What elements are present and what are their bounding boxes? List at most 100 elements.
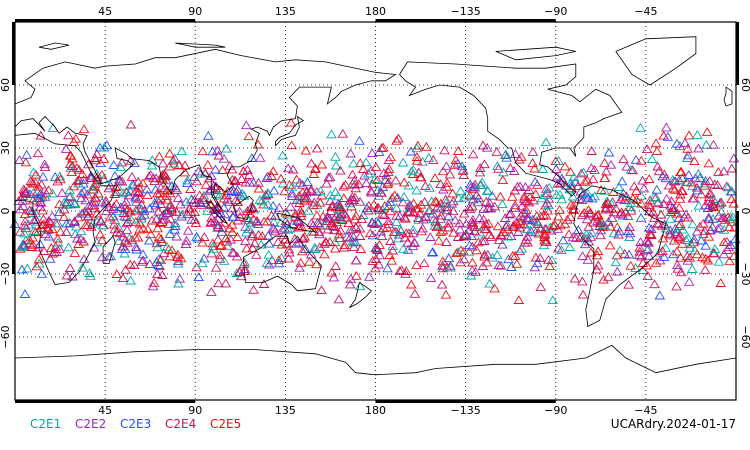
observation-marker-c2e3: [203, 130, 214, 140]
observation-marker-c2e4: [583, 221, 594, 231]
observation-marker-c2e2: [621, 161, 632, 171]
observation-marker-c2e5: [597, 222, 608, 231]
observation-marker-c2e5: [566, 183, 577, 193]
observation-marker-c2e1: [176, 209, 188, 219]
observation-marker-c2e2: [408, 237, 420, 247]
observation-marker-c2e5: [378, 223, 389, 233]
observation-marker-c2e3: [153, 260, 164, 269]
observation-marker-c2e4: [367, 256, 378, 265]
africa-coast: [14, 132, 118, 285]
observation-marker-c2e2: [477, 261, 489, 270]
observation-marker-c2e1: [277, 178, 289, 188]
observation-marker-c2e5: [33, 254, 45, 264]
observation-marker-c2e2: [660, 173, 672, 183]
observation-marker-c2e5: [156, 172, 168, 182]
observation-marker-c2e2: [254, 152, 266, 162]
observation-marker-c2e1: [556, 245, 567, 254]
observation-marker-c2e5: [142, 190, 153, 200]
observation-marker-c2e2: [225, 234, 237, 244]
observation-marker-c2e4: [652, 161, 663, 171]
observation-marker-c2e5: [452, 146, 464, 155]
observation-marker-c2e2: [218, 153, 230, 163]
observation-marker-c2e5: [480, 219, 492, 229]
observation-marker-c2e5: [72, 176, 83, 185]
observation-marker-c2e2: [157, 158, 169, 168]
observation-marker-c2e4: [606, 213, 618, 222]
observation-marker-c2e5: [388, 227, 400, 236]
observation-marker-c2e2: [485, 203, 496, 213]
observation-marker-c2e4: [25, 176, 37, 185]
observation-marker-c2e5: [696, 189, 707, 199]
observation-marker-c2e5: [451, 248, 462, 258]
observation-marker-c2e2: [47, 211, 58, 221]
observation-marker-c2e5: [111, 227, 123, 237]
observation-marker-c2e4: [122, 237, 133, 247]
observation-marker-c2e3: [129, 158, 140, 167]
observation-marker-c2e1: [231, 268, 243, 277]
australia-coast: [242, 235, 322, 292]
observation-marker-c2e4: [691, 182, 703, 192]
observation-marker-c2e5: [73, 239, 84, 248]
observation-marker-c2e4: [540, 237, 552, 247]
observation-marker-c2e5: [435, 227, 447, 236]
observation-marker-c2e5: [467, 257, 478, 267]
observation-marker-c2e3: [614, 226, 625, 236]
observation-marker-c2e3: [86, 173, 97, 183]
observation-marker-c2e5: [383, 164, 395, 173]
observation-marker-c2e4: [478, 221, 490, 231]
observation-marker-c2e3: [683, 170, 695, 179]
observation-marker-c2e4: [458, 208, 470, 218]
observation-marker-c2e2: [371, 244, 383, 254]
observation-marker-c2e2: [635, 237, 646, 246]
observation-marker-c2e1: [693, 169, 704, 178]
observation-marker-c2e2: [234, 206, 245, 216]
observation-marker-c2e4: [344, 279, 356, 289]
observation-marker-c2e1: [413, 214, 425, 224]
observation-marker-c2e1: [547, 295, 559, 305]
observation-marker-c2e1: [491, 250, 503, 259]
observation-marker-c2e1: [391, 203, 402, 212]
observation-marker-c2e5: [31, 261, 42, 271]
observation-marker-c2e4: [260, 190, 271, 199]
observation-marker-c2e5: [202, 159, 214, 169]
observation-marker-c2e4: [427, 155, 439, 164]
observation-marker-c2e4: [125, 119, 137, 129]
observation-marker-c2e5: [137, 178, 149, 188]
observation-marker-c2e3: [472, 197, 484, 207]
observation-marker-c2e4: [440, 194, 451, 204]
observation-marker-c2e3: [341, 231, 353, 241]
observation-marker-c2e5: [497, 175, 509, 184]
observation-marker-c2e2: [285, 201, 296, 211]
observation-marker-c2e1: [408, 225, 419, 234]
observation-marker-c2e4: [38, 246, 50, 255]
observation-marker-c2e3: [96, 197, 108, 207]
observation-marker-c2e2: [120, 196, 132, 206]
observation-marker-c2e5: [64, 159, 76, 169]
observation-marker-c2e1: [255, 239, 267, 249]
observation-marker-c2e5: [297, 246, 308, 256]
observation-marker-c2e5: [172, 252, 183, 262]
observation-marker-c2e5: [126, 234, 138, 244]
observation-marker-c2e4: [655, 209, 667, 219]
observation-marker-c2e3: [616, 176, 628, 186]
observation-marker-c2e4: [562, 214, 573, 224]
observation-marker-c2e5: [161, 195, 173, 205]
observation-marker-c2e5: [713, 167, 724, 176]
observation-marker-c2e5: [19, 209, 31, 219]
observation-marker-c2e1: [497, 199, 508, 209]
observation-marker-c2e5: [400, 266, 412, 276]
observation-marker-c2e1: [487, 252, 498, 262]
observation-marker-c2e5: [437, 166, 449, 176]
observation-marker-c2e3: [380, 175, 391, 185]
observation-marker-c2e5: [664, 229, 676, 238]
observation-marker-c2e4: [467, 149, 479, 159]
observation-marker-c2e4: [473, 192, 484, 202]
observation-marker-c2e2: [14, 204, 26, 214]
observation-marker-c2e1: [709, 244, 721, 253]
observation-marker-c2e2: [521, 231, 533, 241]
observation-marker-c2e5: [152, 223, 163, 233]
observation-marker-c2e4: [349, 175, 360, 185]
observation-marker-c2e2: [350, 255, 362, 265]
observation-marker-c2e2: [445, 260, 456, 270]
observation-marker-c2e2: [467, 214, 479, 224]
